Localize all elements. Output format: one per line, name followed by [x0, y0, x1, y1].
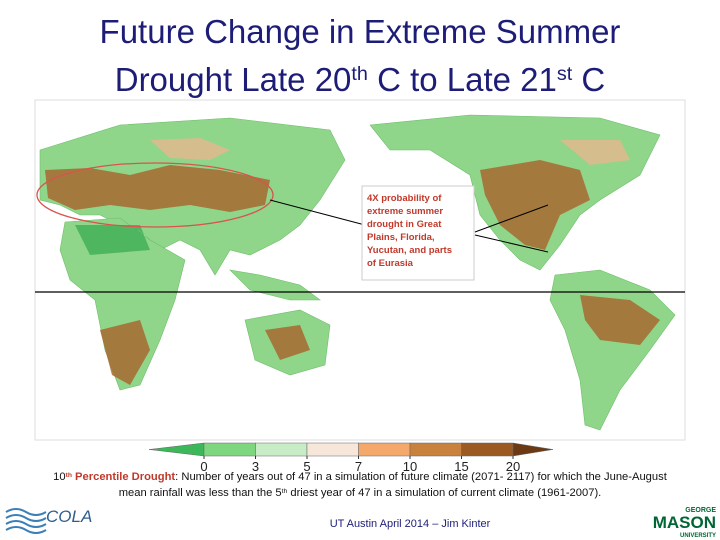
text-line: mean rainfall was less than the 5th drie… [119, 487, 602, 499]
cola-logo: COLA [5, 507, 92, 534]
logo-text: MASON [653, 513, 716, 532]
text-line: 10th Percentile Drought: Number of years… [53, 471, 668, 483]
caption: 10th Percentile Drought: Number of years… [53, 471, 668, 499]
text-line: Future Change in Extreme Summer [100, 13, 621, 50]
colorbar-tick-label: 15 [454, 459, 468, 474]
colorbar-bin [461, 442, 514, 457]
dry-area [560, 140, 630, 165]
map: 4X probability of extreme summer drought i… [34, 99, 686, 441]
text-run: C [572, 61, 605, 98]
colorbar-over [512, 442, 554, 457]
dry-area [45, 165, 270, 212]
colorbar-bin [306, 442, 359, 457]
superscript: th [351, 63, 368, 85]
superscript: st [557, 63, 573, 85]
text-run: C to Late 21 [368, 61, 557, 98]
colorbar-bin [255, 442, 308, 457]
colorbar-under [148, 442, 205, 457]
text-run: Drought Late 20 [115, 61, 352, 98]
pointer [269, 199, 366, 226]
text-run: : Number of years out of 47 in a simulat… [175, 471, 668, 483]
colorbar-tick-label: 0 [200, 459, 207, 474]
superscript: th [66, 472, 72, 479]
text-run: Future Change in Extreme Summer [100, 13, 621, 50]
annotation-line: of Eurasia [367, 258, 414, 269]
colorbar-tick-label: 10 [403, 459, 417, 474]
superscript: th [282, 488, 288, 495]
text-run: 10 [53, 471, 65, 483]
text-run: mean rainfall was less than the 5 [119, 487, 282, 499]
land [59, 217, 186, 391]
text-run: Percentile Drought [72, 471, 175, 483]
colorbar-tick-label: 5 [303, 459, 310, 474]
colorbar-tick-label: 7 [355, 459, 362, 474]
dry-area [265, 325, 310, 360]
colorbar-bin [203, 442, 256, 457]
logo-text: UNIVERSITY [680, 533, 716, 539]
annotation-line: Plains, Florida, [367, 232, 435, 243]
colorbar-bin [358, 442, 411, 457]
dry-area [150, 138, 230, 160]
logo-waves [5, 508, 47, 534]
wet-area [75, 225, 150, 255]
dry-area [580, 295, 660, 345]
title: Future Change in Extreme Summer Drought L… [100, 13, 621, 98]
colorbar-tick-label: 3 [252, 459, 259, 474]
logo-text: GEORGE [685, 507, 716, 514]
gmu-logo: GEORGE MASON UNIVERSITY [653, 507, 717, 539]
pointer [474, 234, 549, 253]
pointer [474, 204, 549, 233]
text-run: driest year of 47 in a simulation of cur… [287, 487, 601, 499]
annotation-line: drought in Great [367, 219, 442, 230]
colorbar-bin [409, 442, 462, 457]
dry-area [100, 320, 150, 385]
footer: UT Austin April 2014 – Jim Kinter [330, 518, 491, 530]
text-line: Drought Late 20th C to Late 21st C [115, 61, 606, 98]
logo-text: COLA [46, 507, 92, 526]
annotation: 4X probability of extreme summer drought i… [367, 193, 452, 269]
highlight-ellipse [36, 162, 274, 228]
annotation-line: 4X probability of [367, 193, 442, 204]
colorbar: 0 3 5 7 10 15 20 [148, 442, 554, 474]
colorbar-tick-label: 20 [506, 459, 520, 474]
annotation-box [361, 185, 475, 281]
dry-area [480, 160, 590, 250]
annotation-line: Yucutan, and parts [367, 245, 452, 256]
annotation-line: extreme summer [367, 206, 443, 217]
